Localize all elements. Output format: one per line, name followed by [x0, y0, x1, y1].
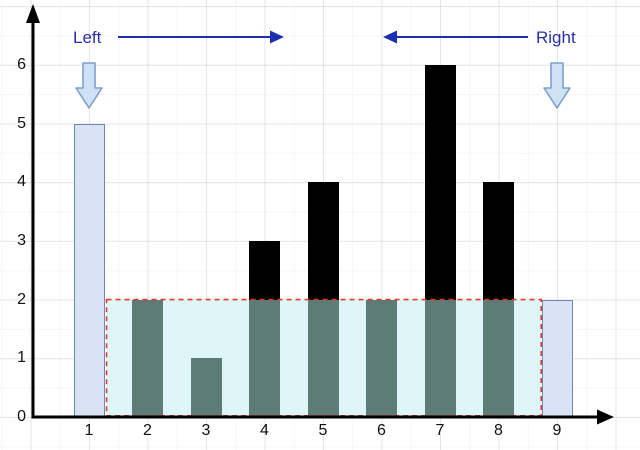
- y-axis-arrow-icon: [26, 4, 40, 23]
- right-sweep-arrowhead-icon: [383, 30, 397, 44]
- bar-x6-submerged: [366, 299, 397, 417]
- water-region-border: [105, 298, 543, 417]
- bar-x7-above-water: [424, 64, 456, 300]
- right-pointer-down-arrow-icon: [543, 62, 571, 109]
- bar-x8-submerged: [483, 299, 514, 417]
- bar-x7-submerged: [424, 299, 456, 417]
- bar-x5-submerged: [307, 299, 339, 417]
- x-axis-arrow-icon: [597, 409, 614, 425]
- pointer-bar-x1: [73, 123, 105, 417]
- bar-x4-above-water: [249, 240, 280, 300]
- right-pointer-label: Right: [536, 28, 576, 47]
- bar-x2-submerged: [132, 299, 163, 417]
- bar-x3-submerged: [190, 358, 222, 417]
- left-pointer-label: Left: [73, 28, 102, 47]
- left-pointer-down-arrow-icon: [75, 62, 103, 109]
- left-sweep-arrowhead-icon: [270, 30, 284, 44]
- bar-x4-submerged: [249, 299, 280, 417]
- pointer-bar-x9: [541, 299, 573, 417]
- bar-x8-above-water: [483, 182, 514, 300]
- bar-x5-above-water: [307, 182, 339, 300]
